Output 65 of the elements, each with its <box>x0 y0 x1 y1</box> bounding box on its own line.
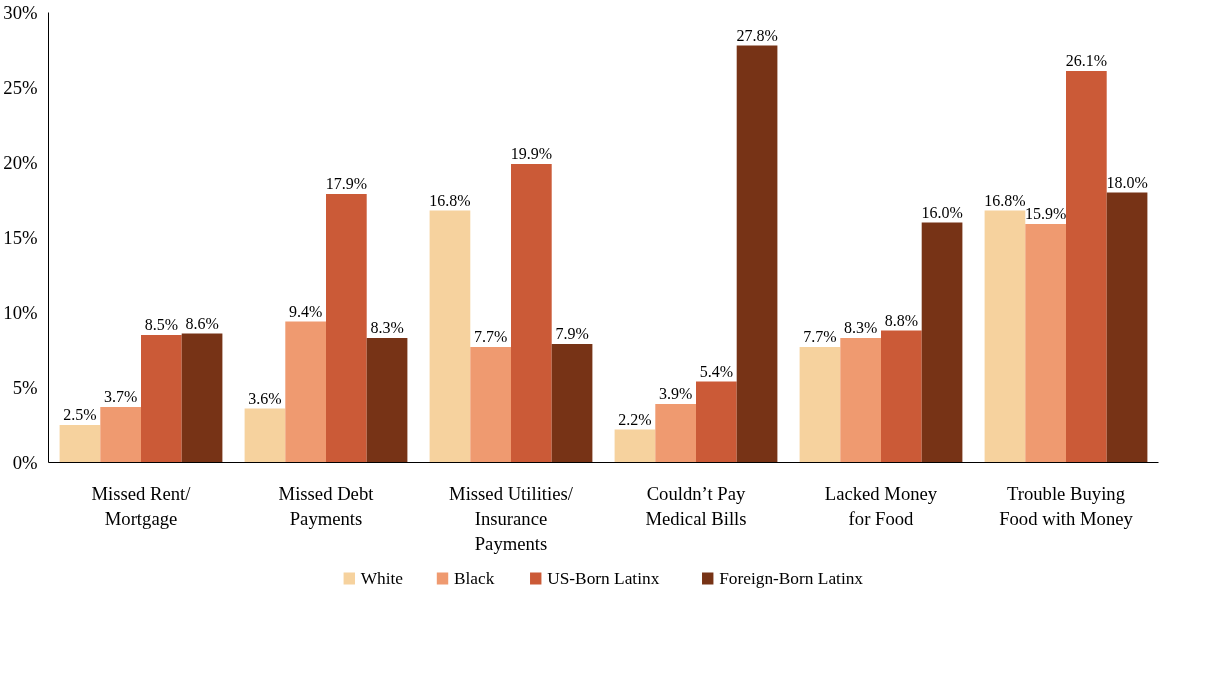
bar <box>100 407 141 463</box>
bar <box>181 333 223 463</box>
y-tick-label: 10% <box>3 302 38 323</box>
y-tick-label: 15% <box>3 227 38 248</box>
bar <box>366 338 408 463</box>
bar <box>244 408 286 463</box>
data-label: 3.9% <box>658 385 693 402</box>
bar <box>840 338 881 463</box>
data-label: 2.2% <box>618 410 652 428</box>
bar <box>59 425 101 463</box>
bar <box>921 222 963 463</box>
data-label: 8.3% <box>843 319 878 336</box>
bar <box>614 429 656 463</box>
data-label: 9.4% <box>288 302 323 320</box>
data-label: 5.4% <box>699 362 734 380</box>
y-tick-label: 0% <box>12 452 38 473</box>
data-label: 7.7% <box>803 328 837 345</box>
data-label: 26.1% <box>1065 52 1108 69</box>
bar <box>736 45 778 463</box>
bar <box>470 347 511 463</box>
data-label: 18.0% <box>1106 173 1148 191</box>
data-label: 8.8% <box>884 311 919 329</box>
bar <box>285 321 326 463</box>
y-tick-label: 30% <box>3 2 38 23</box>
bar <box>1106 192 1148 463</box>
bar <box>799 347 841 463</box>
bar <box>551 344 593 463</box>
data-label: 2.5% <box>63 406 97 423</box>
data-label: 16.8% <box>429 191 471 209</box>
x-tick-label: Missed Utilities/ Insurance Payments <box>449 482 574 554</box>
data-label: 16.0% <box>921 203 963 221</box>
bar <box>881 330 922 463</box>
data-label: 3.6% <box>248 389 282 407</box>
bar <box>141 335 182 463</box>
data-label: 16.8% <box>984 191 1026 209</box>
data-label: 17.9% <box>325 175 368 192</box>
x-tick-label: Missed Debt Payments <box>278 482 375 529</box>
data-label: 8.5% <box>144 316 179 333</box>
data-label: 19.9% <box>510 145 553 162</box>
legend-label: US-Born Latinx <box>547 569 660 588</box>
data-label: 27.8% <box>736 26 778 44</box>
y-tick-label: 20% <box>3 152 38 173</box>
bar <box>655 404 696 463</box>
bar <box>1025 224 1066 463</box>
data-label: 7.7% <box>473 328 508 345</box>
y-tick-label: 25% <box>3 77 38 98</box>
bar <box>984 210 1026 463</box>
data-label: 3.7% <box>103 388 138 405</box>
y-tick-label: 5% <box>12 377 38 398</box>
bar <box>326 194 367 463</box>
legend-label: Black <box>453 569 495 588</box>
bar <box>696 381 737 463</box>
legend-label: Foreign-Born Latinx <box>719 569 864 588</box>
bar <box>511 164 552 463</box>
x-tick-label: Trouble Buying Food with Money <box>999 482 1134 529</box>
bar <box>1066 71 1107 463</box>
data-label: 8.6% <box>185 314 219 332</box>
x-tick-label: Lacked Money for Food <box>824 482 938 529</box>
bar <box>429 210 471 463</box>
legend-label: White <box>360 569 404 588</box>
data-label: 7.9% <box>555 325 589 342</box>
x-tick-label: Couldn’t Pay Medical Bills <box>645 482 747 529</box>
data-label: 8.3% <box>370 319 404 336</box>
data-label: 15.9% <box>1024 205 1067 222</box>
x-tick-label: Missed Rent/ Mortgage <box>91 482 192 529</box>
